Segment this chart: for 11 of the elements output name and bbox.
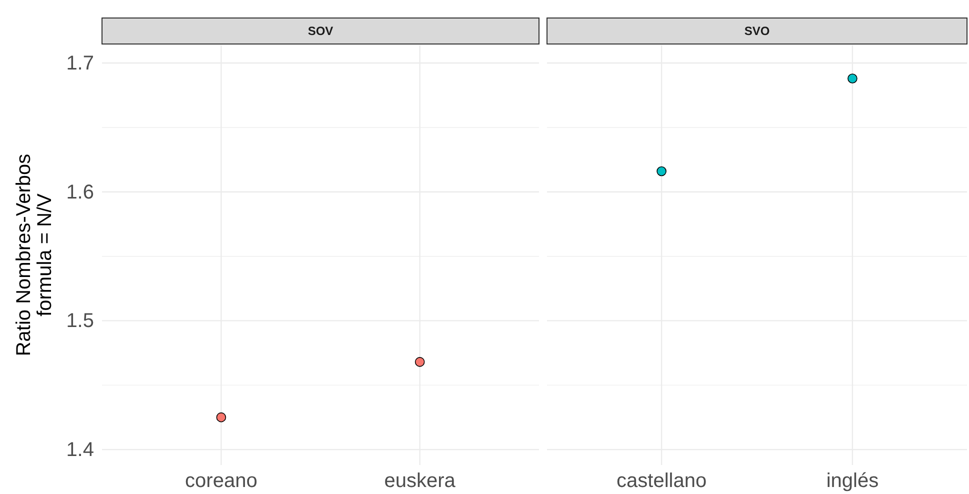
chart-title: SVO [744,24,770,38]
x-tick-label: euskera [384,470,456,492]
y-tick-label: 1.5 [66,310,94,332]
y-tick-label: 1.7 [66,52,94,74]
y-tick-label: 1.6 [66,181,94,204]
y-axis-title: Ratio Nombres-Verbos formula = N/V [13,154,56,356]
x-tick-label: inglés [826,470,879,492]
x-tick-label: coreano [185,470,258,492]
chart-title: SOV [308,24,334,38]
y-tick-label: 1.4 [66,438,94,461]
x-tick-label: castellano [616,470,707,492]
